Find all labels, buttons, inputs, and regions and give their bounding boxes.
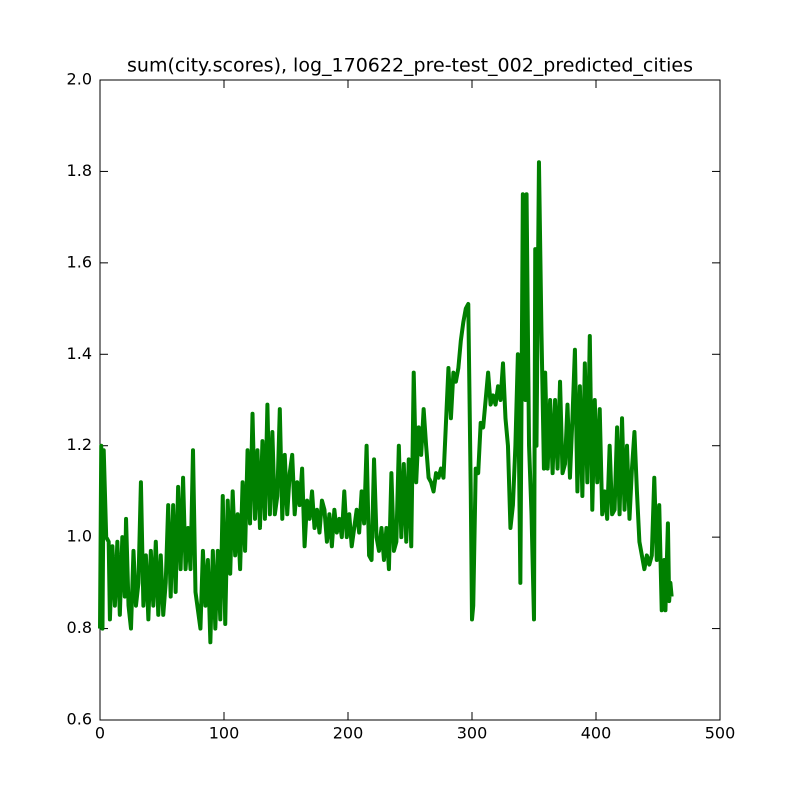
x-tick-label: 500 [705, 724, 736, 743]
plot-frame [99, 79, 721, 721]
y-tick-label: 0.6 [67, 710, 92, 729]
x-tick-label: 400 [581, 724, 612, 743]
y-tick-label: 1.2 [67, 435, 92, 454]
x-tick-label: 100 [209, 724, 240, 743]
y-tick-label: 1.0 [67, 527, 92, 546]
y-tick-label: 0.8 [67, 618, 92, 637]
x-tick-label: 0 [95, 724, 105, 743]
data-line [98, 160, 674, 645]
y-tick-label: 1.8 [67, 161, 92, 180]
x-tick-label: 200 [333, 724, 364, 743]
y-tick-label: 2.0 [67, 70, 92, 89]
y-tick-label: 1.6 [67, 252, 92, 271]
x-tick-label: 300 [457, 724, 488, 743]
y-tick-label: 1.4 [67, 344, 92, 363]
chart-title: sum(city.scores), log_170622_pre-test_00… [127, 55, 693, 77]
